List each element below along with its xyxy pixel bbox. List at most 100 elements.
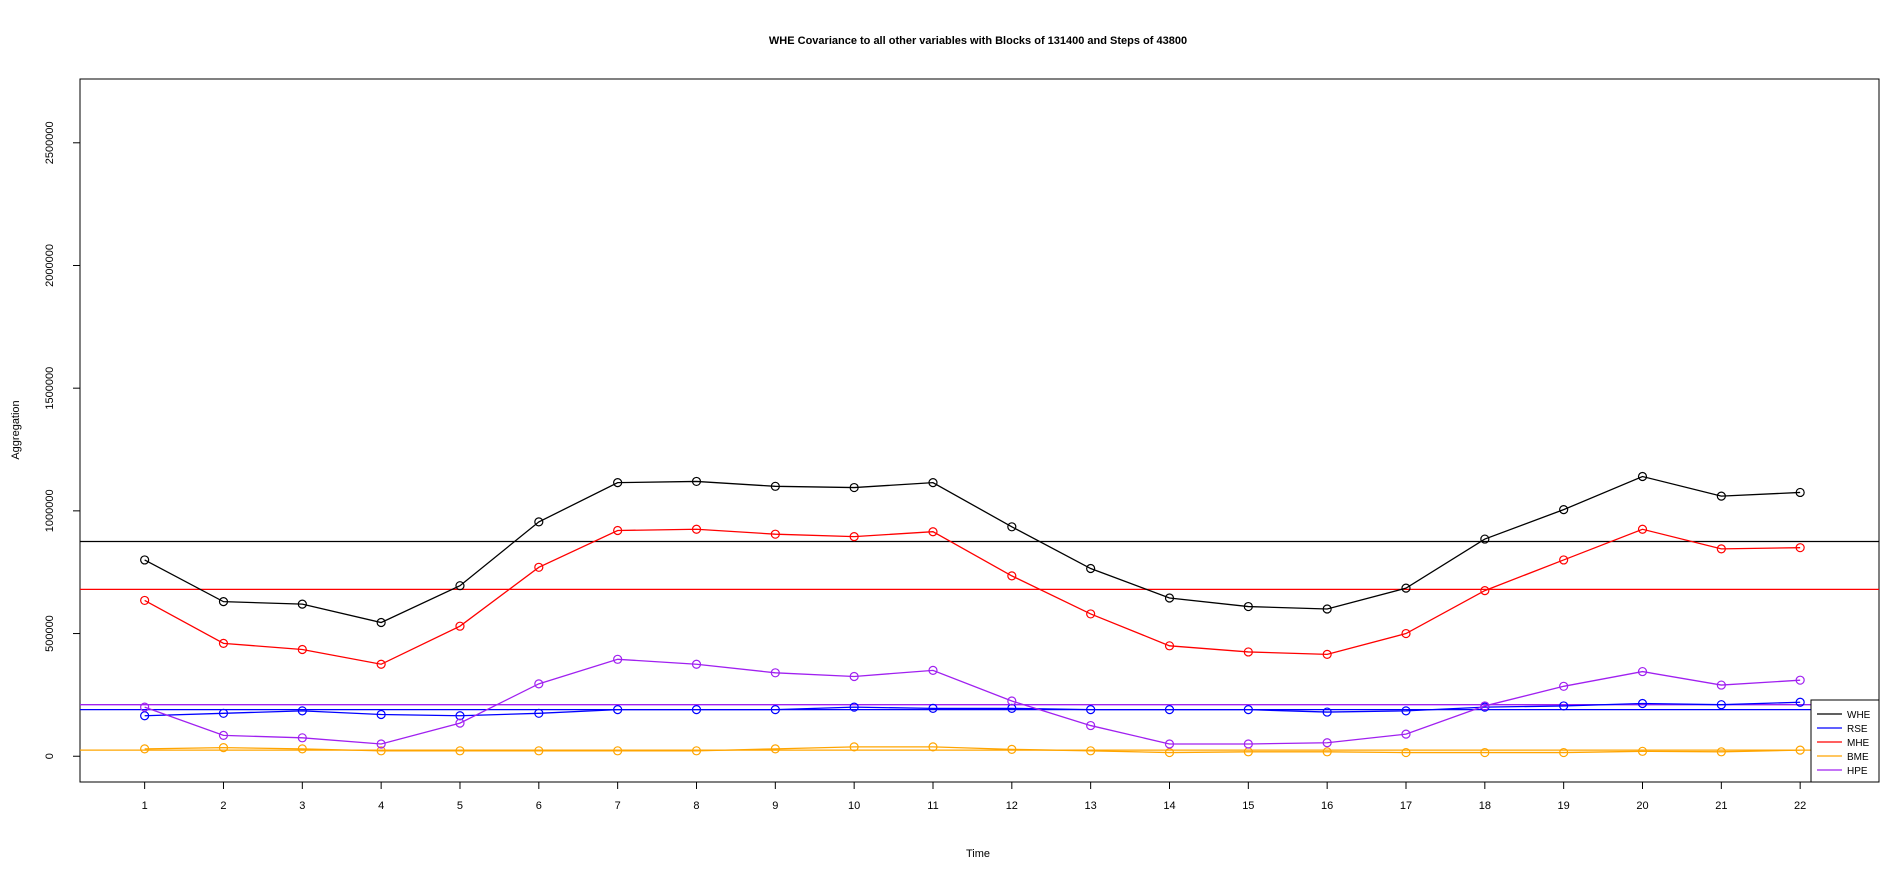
data-point-rse (534, 708, 544, 718)
data-point-mhe (1007, 571, 1017, 581)
legend: WHE RSE MHE BME HPE (1810, 699, 1880, 783)
data-point-mhe (218, 638, 229, 648)
data-point-bme (849, 742, 859, 752)
data-point-bme (1007, 744, 1017, 754)
data-point-rse (849, 702, 859, 712)
data-point-bme (455, 746, 465, 756)
data-point-rse (218, 708, 229, 718)
x-axis-label: Time (966, 848, 990, 860)
data-point-mhe (770, 529, 780, 539)
legend-label-bme: BME (1847, 752, 1869, 763)
data-point-mhe (1716, 544, 1726, 554)
data-point-bme (1559, 747, 1569, 758)
data-point-rse (1086, 705, 1096, 715)
data-point-mhe (140, 595, 150, 606)
data-point-rse (376, 709, 386, 720)
data-point-rse (1795, 697, 1805, 707)
data-point-rse (1164, 705, 1175, 715)
data-point-hpe (1637, 666, 1648, 677)
data-point-hpe (1716, 680, 1726, 690)
data-point-rse (1322, 707, 1332, 717)
data-point-rse (1243, 705, 1253, 715)
x-tick-label: 18 (1479, 800, 1491, 812)
data-point-whe (849, 482, 859, 493)
series-line-hpe (144, 658, 1801, 745)
data-point-mhe (297, 644, 307, 655)
x-tick-label: 19 (1558, 800, 1570, 812)
data-point-whe (1480, 534, 1490, 544)
data-point-hpe (1322, 738, 1332, 748)
data-point-rse (1007, 703, 1017, 713)
data-point-rse (1559, 701, 1569, 711)
x-tick-label: 9 (772, 800, 778, 812)
data-point-bme (1322, 747, 1332, 757)
x-tick-label: 17 (1400, 800, 1412, 812)
y-tick-label: 1500000 (44, 367, 56, 410)
data-point-whe (1716, 491, 1726, 501)
data-point-rse (1401, 706, 1411, 716)
y-axis: 0 500000 1000000 1500000 2000000 2500000 (44, 121, 80, 759)
data-point-mhe (1086, 609, 1096, 619)
data-point-whe (376, 617, 386, 628)
data-point-bme (928, 742, 938, 752)
data-point-mhe (1243, 647, 1253, 657)
series-line-whe (144, 475, 1801, 624)
data-point-whe (534, 517, 544, 527)
x-tick-label: 13 (1085, 800, 1097, 812)
mean-lines (80, 540, 1879, 751)
data-point-bme (1086, 746, 1096, 756)
y-tick-label: 1000000 (44, 489, 56, 532)
data-point-rse (1716, 700, 1726, 710)
data-point-mhe (928, 527, 938, 537)
x-tick-label: 1 (142, 800, 148, 812)
data-point-hpe (297, 733, 307, 743)
data-point-bme (770, 744, 780, 754)
data-point-mhe (1401, 628, 1411, 639)
data-point-whe (1086, 563, 1096, 574)
series-line-mhe (144, 528, 1801, 665)
data-point-mhe (691, 524, 702, 534)
data-point-mhe (1637, 524, 1648, 534)
series-line-bme (144, 746, 1801, 754)
data-point-whe (1243, 601, 1253, 612)
x-tick-label: 12 (1006, 800, 1018, 812)
data-point-mhe (455, 621, 465, 631)
data-point-bme (1716, 747, 1726, 757)
data-point-hpe (613, 654, 623, 664)
data-point-mhe (613, 525, 623, 536)
x-tick-label: 4 (378, 800, 384, 812)
x-tick-label: 8 (693, 800, 699, 812)
x-tick-label: 21 (1715, 800, 1727, 812)
data-point-hpe (1401, 729, 1411, 739)
data-point-whe (1795, 487, 1805, 498)
data-point-whe (218, 597, 229, 607)
x-tick-label: 2 (220, 800, 226, 812)
series-lines (140, 471, 1805, 758)
legend-label-hpe: HPE (1847, 766, 1868, 777)
data-point-hpe (849, 671, 859, 682)
y-tick-label: 2500000 (44, 121, 56, 164)
plot-frame (79, 78, 1880, 783)
x-tick-label: 20 (1636, 800, 1648, 812)
data-point-mhe (849, 532, 859, 542)
data-point-hpe (140, 702, 150, 712)
data-point-whe (928, 478, 938, 488)
series-line-rse (144, 701, 1801, 717)
data-point-hpe (691, 659, 702, 669)
data-point-rse (455, 711, 465, 721)
data-point-hpe (1480, 701, 1490, 711)
data-point-bme (613, 746, 623, 756)
data-point-hpe (1795, 675, 1805, 685)
data-point-hpe (1243, 739, 1253, 749)
data-point-hpe (455, 718, 465, 728)
y-tick-label: 0 (44, 753, 56, 759)
x-axis: 1 2 3 4 5 6 7 8 9 10 11 12 13 14 15 16 17 18 19 20 21 22 (142, 782, 1806, 812)
data-point-bme (691, 746, 702, 756)
data-point-whe (613, 478, 623, 488)
data-point-whe (1007, 522, 1017, 532)
data-point-bme (376, 746, 386, 756)
data-point-bme (534, 746, 544, 756)
data-point-bme (1401, 747, 1411, 758)
data-point-hpe (770, 668, 780, 678)
